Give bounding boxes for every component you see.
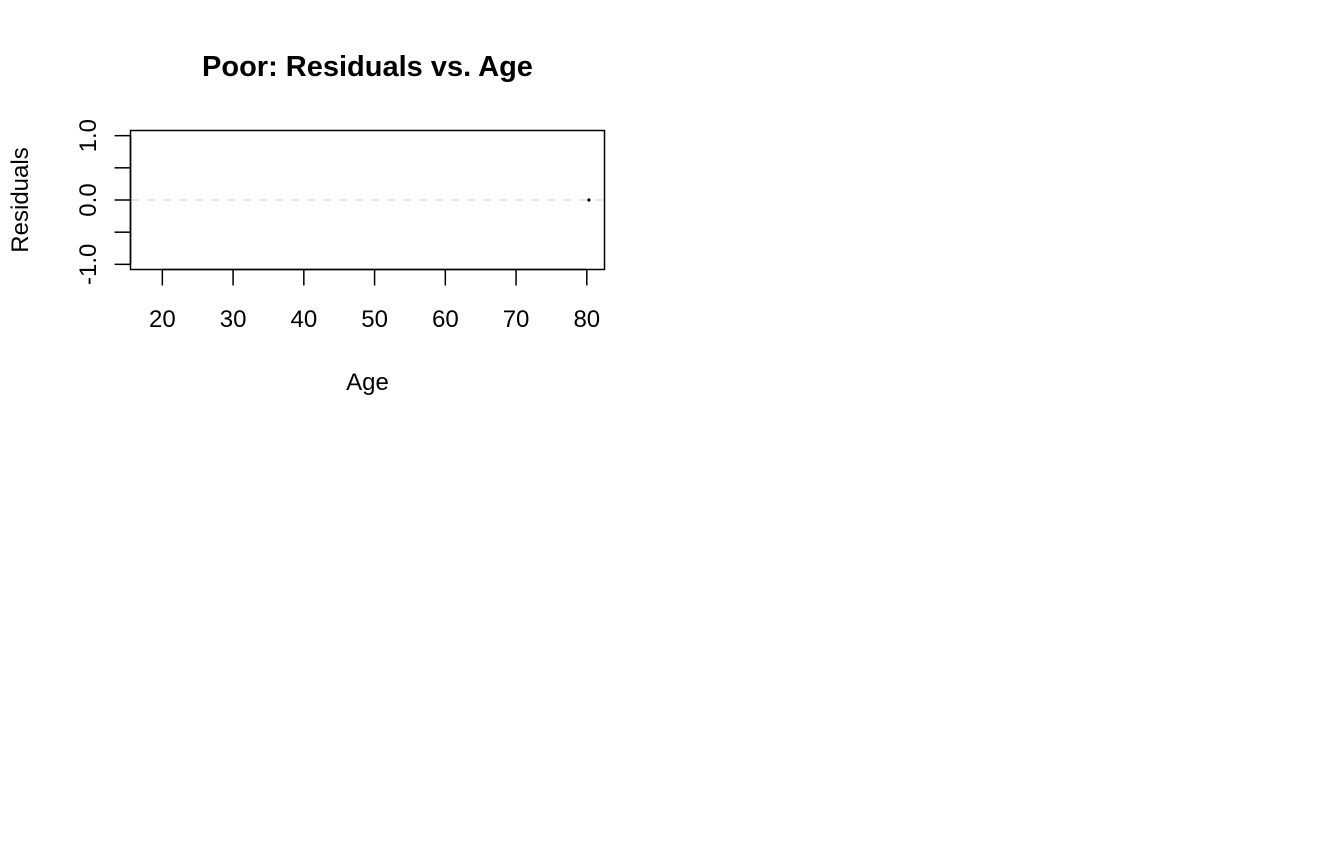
x-tick-label: 20 [149, 306, 176, 333]
y-axis: -1.0 0.0 1.0 [75, 119, 132, 285]
x-tick-label: 70 [503, 306, 530, 333]
y-tick-label: 0.0 [75, 183, 102, 216]
y-axis-label: Residuals [7, 147, 34, 252]
x-tick-label: 50 [361, 306, 388, 333]
chart-title: Poor: Residuals vs. Age [202, 51, 533, 83]
x-axis: 20 30 40 50 60 70 80 [149, 268, 600, 333]
x-tick-label: 80 [573, 306, 600, 333]
x-tick-label: 40 [290, 306, 317, 333]
data-point [587, 198, 591, 202]
y-tick-label: 1.0 [75, 119, 102, 152]
data-points [587, 198, 591, 202]
x-tick-label: 30 [220, 306, 247, 333]
x-axis-label: Age [346, 369, 389, 396]
x-tick-label: 60 [432, 306, 459, 333]
y-tick-label: -1.0 [75, 244, 102, 285]
